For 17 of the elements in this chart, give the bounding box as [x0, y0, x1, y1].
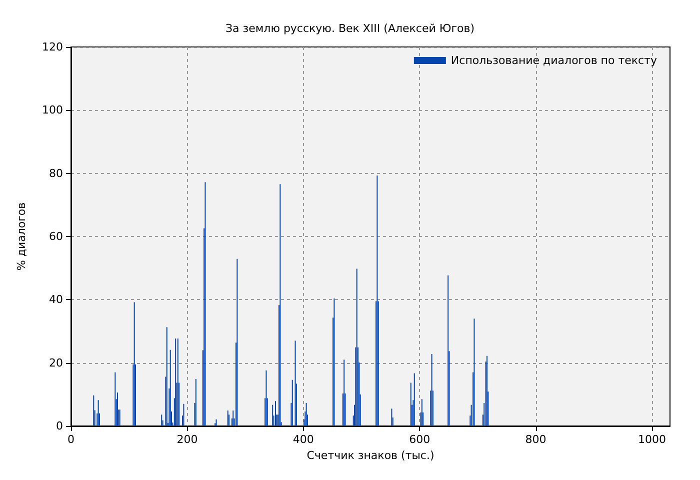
- y-axis-title: % диалогов: [15, 202, 28, 271]
- y-tick-label: 0: [56, 420, 63, 432]
- y-tick-label: 20: [49, 356, 63, 370]
- y-tick-label: 40: [49, 293, 63, 306]
- y-tick-label: 120: [42, 40, 63, 54]
- x-tick-label: 600: [409, 433, 430, 446]
- x-tick-label: 200: [176, 433, 198, 446]
- chart-title: За землю русскую. Век XIII (Алексей Югов): [225, 22, 475, 35]
- x-tick-label: 0: [68, 433, 74, 446]
- x-tick-label: 400: [292, 433, 314, 446]
- y-tick-label: 80: [49, 166, 63, 180]
- x-axis-title: Счетчик знаков (тыс.): [306, 449, 434, 462]
- x-tick-label: 1000: [638, 433, 666, 446]
- x-tick-label: 800: [525, 433, 546, 446]
- y-tick-label: 60: [49, 230, 63, 243]
- y-tick-label: 100: [42, 104, 63, 117]
- legend-label: Использование диалогов по тексту: [450, 54, 658, 67]
